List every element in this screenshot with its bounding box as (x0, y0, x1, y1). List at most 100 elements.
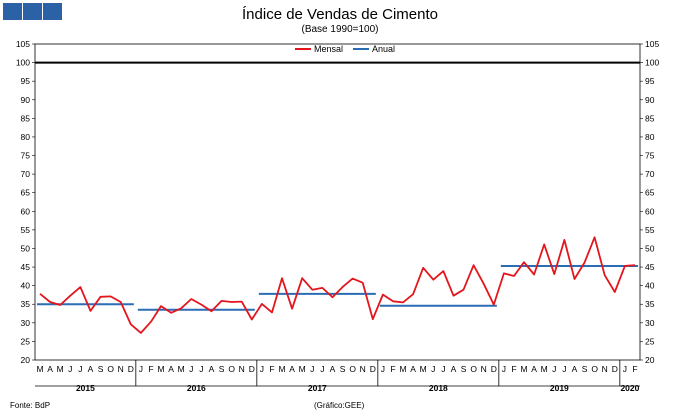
logo-block-1 (3, 3, 22, 20)
y-tick-label-left: 85 (21, 113, 31, 123)
y-tick-label-right: 80 (645, 132, 655, 142)
y-tick-label-left: 40 (21, 281, 31, 291)
y-tick-label-right: 75 (645, 151, 655, 161)
x-tick-label-month: O (228, 364, 235, 374)
y-tick-label-right: 55 (645, 225, 655, 235)
x-tick-label-month: M (420, 364, 427, 374)
x-tick-label-month: S (461, 364, 467, 374)
year-label: 2018 (429, 383, 448, 393)
x-tick-label-month: J (68, 364, 72, 374)
y-tick-label-left: 45 (21, 262, 31, 272)
x-tick-label-month: J (189, 364, 193, 374)
x-tick-label-month: M (157, 364, 164, 374)
legend-swatch-anual (353, 48, 370, 50)
year-label: 2020 (620, 383, 639, 393)
x-tick-label-month: A (209, 364, 215, 374)
y-tick-label-left: 30 (21, 318, 31, 328)
legend-label-anual: Anual (372, 44, 396, 54)
x-tick-label-month: F (511, 364, 516, 374)
x-tick-label-month: D (491, 364, 497, 374)
x-tick-label-month: A (572, 364, 578, 374)
x-tick-label-month: O (470, 364, 477, 374)
y-tick-label-right: 100 (645, 58, 659, 68)
x-tick-label-month: M (178, 364, 185, 374)
year-label: 2016 (187, 383, 206, 393)
chart-credit: (Gráfico:GEE) (314, 401, 365, 410)
chart-subtitle: (Base 1990=100) (301, 24, 379, 35)
x-tick-label-month: J (552, 364, 556, 374)
y-tick-label-right: 30 (645, 318, 655, 328)
x-tick-label-month: S (219, 364, 225, 374)
x-tick-label-month: A (47, 364, 53, 374)
x-tick-label-month: A (531, 364, 537, 374)
x-tick-label-month: J (381, 364, 385, 374)
legend-item-mensal: Mensal (295, 44, 343, 54)
x-tick-label-month: D (249, 364, 255, 374)
y-tick-label-right: 60 (645, 206, 655, 216)
year-label: 2019 (550, 383, 569, 393)
x-tick-label-month: J (78, 364, 82, 374)
legend-swatch-mensal (295, 48, 311, 50)
x-tick-label-month: D (612, 364, 618, 374)
x-tick-label-month: F (390, 364, 395, 374)
x-tick-label-month: F (269, 364, 274, 374)
x-tick-label-month: S (340, 364, 346, 374)
chart-title: Índice de Vendas de Cimento (242, 6, 438, 23)
x-tick-label-month: N (360, 364, 366, 374)
y-tick-label-left: 70 (21, 169, 31, 179)
year-label: 2017 (308, 383, 327, 393)
x-tick-label-month: A (168, 364, 174, 374)
mensal-series-line (39, 236, 636, 334)
x-tick-label-month: S (98, 364, 104, 374)
legend-label-mensal: Mensal (314, 44, 344, 54)
x-tick-label-month: J (139, 364, 143, 374)
y-tick-label-left: 90 (21, 95, 31, 105)
x-tick-label-month: M (36, 364, 43, 374)
x-tick-label-month: M (541, 364, 548, 374)
y-tick-label-right: 65 (645, 188, 655, 198)
y-tick-label-right: 50 (645, 243, 655, 253)
x-tick-label-month: N (481, 364, 487, 374)
y-tick-label-left: 95 (21, 76, 31, 86)
x-tick-label-month: M (278, 364, 285, 374)
x-tick-label-month: M (57, 364, 64, 374)
x-tick-label-month: J (562, 364, 566, 374)
x-tick-label-month: J (320, 364, 324, 374)
y-tick-label-left: 60 (21, 206, 31, 216)
x-tick-label-month: O (591, 364, 598, 374)
x-tick-label-month: F (148, 364, 153, 374)
x-tick-label-month: J (310, 364, 314, 374)
x-tick-label-month: J (441, 364, 445, 374)
y-tick-label-left: 65 (21, 188, 31, 198)
x-tick-label-month: A (289, 364, 295, 374)
source-note: Fonte: BdP (10, 401, 51, 410)
x-tick-label-month: D (370, 364, 376, 374)
y-tick-label-right: 25 (645, 336, 655, 346)
y-tick-label-right: 90 (645, 95, 655, 105)
y-tick-label-left: 105 (16, 39, 30, 49)
legend-item-anual: Anual (353, 44, 395, 54)
y-tick-label-left: 50 (21, 243, 31, 253)
x-tick-label-month: S (582, 364, 588, 374)
x-tick-label-month: J (431, 364, 435, 374)
year-label: 2015 (76, 383, 95, 393)
x-tick-label-month: O (107, 364, 114, 374)
y-tick-label-left: 55 (21, 225, 31, 235)
y-tick-label-left: 100 (16, 58, 30, 68)
x-tick-label-month: A (410, 364, 416, 374)
y-tick-label-left: 25 (21, 336, 31, 346)
x-tick-label-month: O (349, 364, 356, 374)
y-tick-label-right: 85 (645, 113, 655, 123)
y-tick-label-right: 95 (645, 76, 655, 86)
x-tick-label-month: J (199, 364, 203, 374)
y-tick-label-right: 45 (645, 262, 655, 272)
y-tick-label-right: 35 (645, 299, 655, 309)
x-tick-label-month: N (118, 364, 124, 374)
x-tick-label-month: A (451, 364, 457, 374)
x-tick-label-month: A (88, 364, 94, 374)
y-tick-label-right: 40 (645, 281, 655, 291)
logo-block-2 (23, 3, 42, 20)
y-tick-label-right: 20 (645, 355, 655, 365)
